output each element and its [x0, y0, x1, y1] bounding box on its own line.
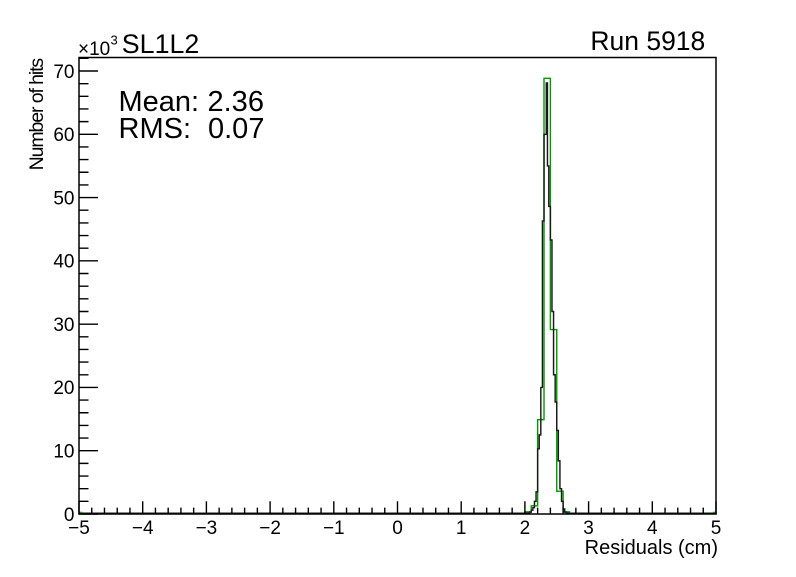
svg-text:0.07: 0.07 [208, 113, 264, 145]
svg-text:Run 5918: Run 5918 [590, 26, 705, 56]
svg-text:30: 30 [53, 315, 74, 336]
svg-text:60: 60 [53, 125, 74, 146]
svg-text:Mean:: Mean: [119, 86, 200, 118]
svg-text:SL1L2: SL1L2 [122, 29, 200, 59]
svg-text:Number of hits: Number of hits [26, 58, 48, 171]
svg-text:70: 70 [53, 62, 74, 83]
svg-text:−3: −3 [196, 518, 218, 539]
svg-text:×10: ×10 [78, 39, 110, 60]
svg-text:2: 2 [520, 518, 531, 539]
svg-text:−1: −1 [323, 518, 345, 539]
svg-text:20: 20 [53, 378, 74, 399]
svg-text:−2: −2 [259, 518, 281, 539]
svg-text:RMS:: RMS: [119, 113, 192, 145]
svg-text:−4: −4 [132, 518, 154, 539]
svg-text:40: 40 [53, 252, 74, 273]
svg-text:5: 5 [711, 518, 722, 539]
svg-text:1: 1 [456, 518, 467, 539]
svg-text:4: 4 [647, 518, 658, 539]
svg-text:10: 10 [53, 442, 74, 463]
svg-text:Residuals (cm): Residuals (cm) [585, 537, 718, 559]
svg-text:3: 3 [583, 518, 594, 539]
svg-text:−5: −5 [68, 518, 90, 539]
svg-text:0: 0 [392, 518, 403, 539]
svg-text:3: 3 [111, 33, 118, 48]
svg-text:2.36: 2.36 [208, 86, 264, 118]
svg-text:0: 0 [64, 505, 75, 526]
svg-text:50: 50 [53, 188, 74, 209]
